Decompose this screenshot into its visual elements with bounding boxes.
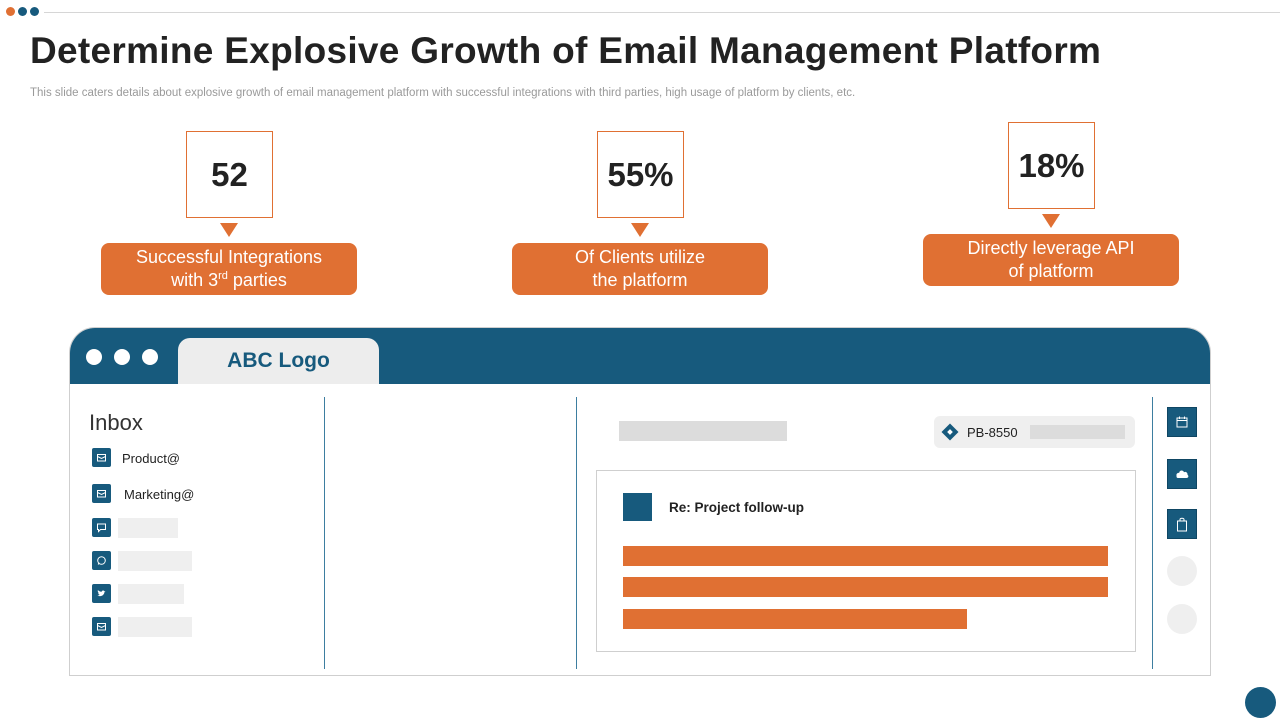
stat-pointer-icon xyxy=(631,223,649,237)
browser-title-bar: ABC Logo xyxy=(70,328,1210,384)
stat-value-box: 52 xyxy=(186,131,273,218)
stat-pointer-icon xyxy=(220,223,238,237)
inbox-item-marketing[interactable]: Marketing@ xyxy=(124,487,195,502)
header-rule xyxy=(44,12,1280,13)
stat-label: Successful Integrations with 3rd parties xyxy=(101,243,357,295)
decoration-dot xyxy=(30,7,39,16)
stat-label: Directly leverage API of platform xyxy=(923,234,1179,286)
twitter-icon[interactable] xyxy=(92,584,111,603)
column-divider xyxy=(324,397,325,669)
inbox-item-product[interactable]: Product@ xyxy=(122,451,180,466)
inbox-item-placeholder[interactable] xyxy=(118,617,192,637)
mail-box-icon[interactable] xyxy=(92,484,111,503)
whatsapp-icon[interactable] xyxy=(92,551,111,570)
ticket-tag[interactable]: PB-8550 xyxy=(934,416,1135,448)
inbox-item-placeholder[interactable] xyxy=(118,518,178,538)
mail-box-icon[interactable] xyxy=(92,617,111,636)
email-subject: Re: Project follow-up xyxy=(669,500,804,515)
decoration-dot xyxy=(6,7,15,16)
search-placeholder-bar[interactable] xyxy=(619,421,787,441)
window-dot xyxy=(86,349,102,365)
stat-pointer-icon xyxy=(1042,214,1060,228)
column-divider xyxy=(576,397,577,669)
ticket-tag-placeholder xyxy=(1030,425,1125,439)
email-message-card[interactable]: Re: Project follow-up xyxy=(596,470,1136,652)
stat-label-line: Successful Integrations xyxy=(135,247,323,267)
inbox-title: Inbox xyxy=(89,410,143,435)
chat-bubble-icon[interactable] xyxy=(92,518,111,537)
stat-label-line: the platform xyxy=(592,270,688,290)
email-body-line xyxy=(623,546,1108,566)
stat-value-box: 55% xyxy=(597,131,684,218)
slide-decoration-dots xyxy=(6,7,39,16)
stat-label-line: Directly leverage API xyxy=(967,238,1135,258)
ticket-tag-label: PB-8550 xyxy=(967,425,1018,440)
shopping-bag-icon[interactable] xyxy=(1167,509,1197,539)
side-placeholder-circle[interactable] xyxy=(1167,604,1197,634)
cloud-icon[interactable] xyxy=(1167,459,1197,489)
stat-label-line: with 3rd parties xyxy=(171,270,287,290)
email-client-mockup: ABC Logo Inbox Product@ Marketing@ PB-85… xyxy=(69,327,1211,676)
stat-label-line: Of Clients utilize xyxy=(574,247,706,267)
window-dot xyxy=(142,349,158,365)
slide-subtitle: This slide caters details about explosiv… xyxy=(30,87,856,99)
logo-tab[interactable]: ABC Logo xyxy=(178,338,379,384)
calendar-icon[interactable] xyxy=(1167,407,1197,437)
tag-diamond-icon xyxy=(941,423,959,441)
inbox-item-placeholder[interactable] xyxy=(118,584,184,604)
decoration-dot xyxy=(18,7,27,16)
inbox-item-placeholder[interactable] xyxy=(118,551,192,571)
email-body-line xyxy=(623,577,1108,597)
mail-box-icon[interactable] xyxy=(92,448,111,467)
email-body-line xyxy=(623,609,967,629)
slide-title: Determine Explosive Growth of Email Mana… xyxy=(30,30,1102,71)
stat-label-line: of platform xyxy=(1008,261,1094,281)
sender-avatar xyxy=(623,493,652,521)
window-dot xyxy=(114,349,130,365)
stat-label: Of Clients utilize the platform xyxy=(512,243,768,295)
stat-value-box: 18% xyxy=(1008,122,1095,209)
corner-decoration-circle xyxy=(1245,687,1276,718)
column-divider xyxy=(1152,397,1153,669)
side-placeholder-circle[interactable] xyxy=(1167,556,1197,586)
